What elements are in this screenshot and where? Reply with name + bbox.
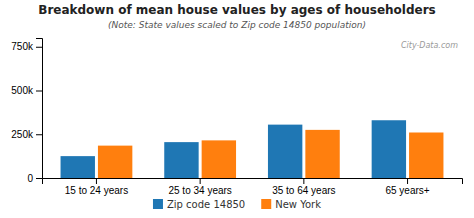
x-tick: 65 years+ <box>385 178 429 196</box>
x-tick: 15 to 24 years <box>65 178 128 196</box>
x-tick-label: 65 years+ <box>385 185 429 196</box>
y-tick-label: 250k <box>11 129 34 140</box>
y-tick-mark <box>36 134 42 135</box>
y-axis-line <box>36 39 43 179</box>
y-tick: 250k <box>11 129 42 140</box>
bar <box>305 130 339 178</box>
y-tick-label: 500k <box>11 85 34 96</box>
x-axis-line <box>43 179 463 185</box>
x-tick-label: 35 to 64 years <box>272 185 335 196</box>
bar <box>202 140 236 178</box>
bars <box>61 120 444 178</box>
annotation: City-Data.com <box>401 41 458 50</box>
x-tick: 25 to 34 years <box>168 178 231 196</box>
subtitle: (Note: State values scaled to Zip code 1… <box>108 20 366 30</box>
y-tick: 500k <box>11 85 42 96</box>
title: Breakdown of mean house values by ages o… <box>38 3 436 17</box>
y-tick-mark <box>36 178 42 179</box>
legend-label: New York <box>275 199 321 210</box>
bar <box>164 142 198 178</box>
bar <box>268 125 302 178</box>
y-tick: 750k <box>11 41 42 52</box>
chart: Breakdown of mean house values by ages o… <box>0 0 474 218</box>
y-tick-mark <box>36 47 42 48</box>
x-tick-label: 15 to 24 years <box>65 185 128 196</box>
legend-swatch <box>261 199 271 209</box>
legend-item: New York <box>261 199 321 210</box>
x-tick-mark <box>407 178 408 184</box>
legend-label: Zip code 14850 <box>167 199 245 210</box>
x-tick-mark <box>200 178 201 184</box>
x-tick-mark <box>303 178 304 184</box>
y-tick-label: 0 <box>27 173 33 184</box>
legend-item: Zip code 14850 <box>153 199 245 210</box>
y-tick: 0 <box>27 173 42 184</box>
bar <box>98 146 132 178</box>
x-tick-label: 25 to 34 years <box>168 185 231 196</box>
legend-swatch <box>153 199 163 209</box>
x-tick: 35 to 64 years <box>272 178 335 196</box>
series <box>61 120 407 178</box>
x-tick-mark <box>96 178 97 184</box>
legend: Zip code 14850 New York <box>153 199 321 210</box>
y-tick-label: 750k <box>11 41 34 52</box>
bar <box>409 133 443 179</box>
plot: 0 250k 500k 750k 15 to 24 years 25 to 34 year… <box>11 39 462 197</box>
y-tick-mark <box>36 91 42 92</box>
y-axis: 0 250k 500k 750k <box>11 39 42 184</box>
bar <box>61 156 95 178</box>
bar <box>372 120 406 178</box>
x-axis: 15 to 24 years 25 to 34 years 35 to 64 yea… <box>43 178 463 196</box>
series <box>98 130 444 178</box>
